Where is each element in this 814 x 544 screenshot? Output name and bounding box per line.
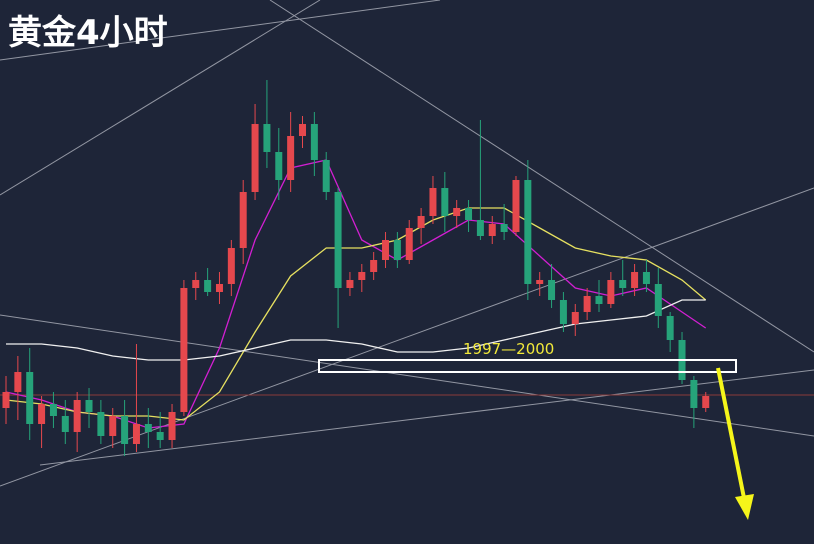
candle-body	[239, 192, 247, 248]
candle-body	[393, 240, 401, 260]
candle-body	[275, 152, 283, 180]
arrow-head	[735, 494, 754, 520]
trendline	[0, 314, 814, 437]
trendline	[0, 0, 441, 61]
candle-body	[132, 424, 140, 444]
candle-body	[465, 208, 473, 220]
candle-body	[156, 432, 164, 440]
support-box	[318, 359, 737, 373]
candle-body	[536, 280, 544, 284]
candle-body	[405, 228, 413, 260]
arrow-shaft	[716, 367, 746, 499]
candle-body	[180, 288, 188, 412]
candle-body	[322, 160, 330, 192]
candle-body	[571, 312, 579, 324]
candle-body	[192, 280, 200, 288]
candle-body	[310, 124, 318, 160]
candle-body	[607, 280, 615, 304]
candle-body	[382, 240, 390, 260]
candle-body	[144, 424, 152, 432]
candle-body	[429, 188, 437, 216]
chart-title: 黄金4小时	[8, 13, 168, 53]
candle-body	[559, 300, 567, 324]
trendline	[269, 0, 814, 353]
candle-body	[251, 124, 259, 192]
candle-body	[334, 192, 342, 288]
candle-body	[2, 392, 10, 408]
candle-body	[97, 412, 105, 436]
candle-body	[14, 372, 22, 392]
candle-body	[642, 272, 650, 284]
annotation: 1997—2000	[463, 340, 554, 358]
candle-body	[121, 416, 129, 444]
plot-area	[2, 80, 710, 456]
candle-body	[512, 180, 520, 232]
candle-body	[619, 280, 627, 288]
candle-body	[666, 316, 674, 340]
candle-body	[453, 208, 461, 216]
candle-body	[168, 412, 176, 440]
candle-body	[287, 136, 295, 180]
candle-body	[346, 280, 354, 288]
arrow	[716, 367, 754, 520]
candle-body	[263, 124, 271, 152]
candle-body	[417, 216, 425, 228]
candle-body	[26, 372, 34, 424]
candle-body	[227, 248, 235, 284]
candle-body	[524, 180, 532, 284]
moving-average	[6, 299, 706, 361]
candle-body	[548, 280, 556, 300]
candle-body	[73, 400, 81, 432]
candle-body	[370, 260, 378, 272]
candle-body	[109, 416, 117, 436]
candle-body	[38, 404, 46, 424]
candle-body	[85, 400, 93, 412]
candle-body	[654, 284, 662, 316]
candle-body	[583, 296, 591, 312]
candle-body	[441, 188, 449, 216]
candle-body	[61, 416, 69, 432]
candle-body	[488, 224, 496, 236]
candle-body	[299, 124, 306, 136]
candle-body	[49, 404, 57, 416]
candle-body	[476, 220, 484, 236]
candle-body	[500, 224, 508, 232]
candle-body	[204, 280, 212, 292]
candle-body	[358, 272, 366, 280]
trendline	[0, 0, 321, 196]
candle-body	[631, 272, 639, 288]
candle-body	[702, 396, 710, 408]
candle-body	[215, 284, 223, 292]
candle-body	[595, 296, 603, 304]
trendline	[39, 369, 814, 466]
candle-body	[690, 380, 698, 408]
